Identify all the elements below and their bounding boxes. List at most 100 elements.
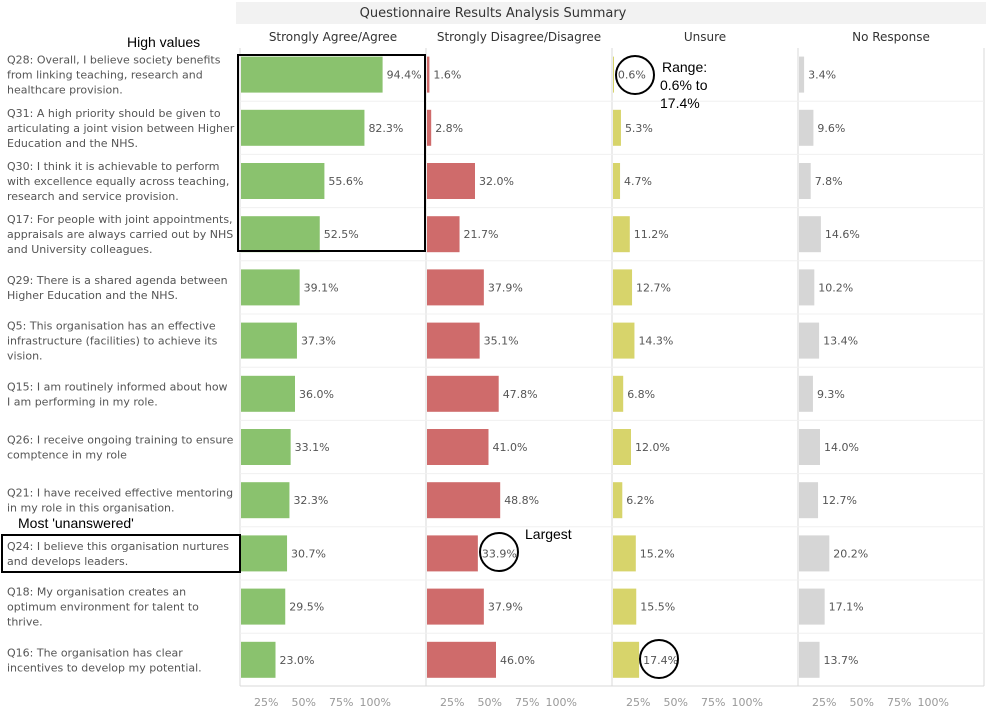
tick-label: 100% — [546, 696, 577, 709]
value-label: 14.6% — [825, 228, 860, 241]
column-header: Strongly Agree/Agree — [269, 30, 397, 44]
bar — [241, 56, 383, 93]
bar — [613, 322, 635, 359]
bar — [241, 588, 286, 625]
value-label: 55.6% — [328, 175, 363, 188]
bar — [241, 535, 288, 572]
tick-label: 50% — [850, 696, 874, 709]
tick-label: 50% — [478, 696, 502, 709]
bar — [427, 109, 432, 146]
bar — [799, 535, 830, 572]
value-label: 4.7% — [624, 175, 652, 188]
category-label: Q29: There is a shared agenda between Hig… — [7, 274, 228, 302]
tick-label: 100% — [918, 696, 949, 709]
bar — [427, 375, 499, 412]
bar — [613, 429, 631, 465]
category-label: Q30: I think it is achievable to perform… — [7, 160, 229, 203]
bar — [799, 429, 820, 465]
category-label: Q5: This organisation has an effective in… — [7, 320, 218, 363]
tick-label: 25% — [254, 696, 278, 709]
bar — [241, 482, 290, 519]
bar — [613, 163, 621, 199]
bar — [613, 641, 640, 678]
chart-rows: Q28: Overall, I believe society benefits… — [7, 54, 868, 678]
category-label: Q16: The organisation has clear incentive… — [7, 646, 202, 674]
value-label: 94.4% — [387, 69, 422, 82]
value-label: 37.9% — [488, 281, 523, 294]
value-label: 17.4% — [643, 654, 678, 667]
value-label: 12.0% — [635, 441, 670, 454]
bar — [241, 109, 365, 146]
value-label: 52.5% — [324, 228, 359, 241]
category-label: Q21: I have received effective mentoring… — [7, 487, 233, 515]
value-label: 20.2% — [833, 547, 868, 560]
bar — [799, 216, 821, 253]
value-label: 2.8% — [435, 122, 463, 135]
bar — [241, 641, 276, 678]
value-label: 12.7% — [636, 281, 671, 294]
bar — [799, 163, 811, 199]
tick-label: 50% — [292, 696, 316, 709]
value-label: 6.2% — [626, 494, 654, 507]
value-label: 23.0% — [280, 654, 315, 667]
bar — [613, 535, 636, 572]
bar — [427, 322, 480, 359]
chart-axes: 25% 50% 75% 100% 25% 50% 75% 100% 25% 50% 75% 100% 2… — [239, 48, 985, 709]
value-label: 46.0% — [500, 654, 535, 667]
bar — [799, 322, 820, 359]
bar — [241, 163, 325, 199]
value-label: 29.5% — [289, 601, 324, 614]
value-label: 14.3% — [638, 335, 673, 348]
bar — [613, 375, 624, 412]
bar — [427, 588, 484, 625]
bar — [241, 269, 300, 306]
bar — [427, 269, 484, 306]
bar — [799, 588, 825, 625]
bar — [241, 429, 291, 465]
value-label: 14.0% — [824, 441, 859, 454]
bar — [427, 216, 460, 253]
bar — [427, 535, 478, 572]
annotation-box-most-unanswered — [1, 534, 241, 573]
bar — [799, 269, 815, 306]
bar — [427, 163, 475, 199]
bar — [613, 482, 623, 519]
value-label: 9.3% — [817, 388, 845, 401]
value-label: 9.6% — [817, 122, 845, 135]
value-label: 41.0% — [493, 441, 528, 454]
title-bar — [236, 2, 986, 24]
tick-label: 75% — [329, 696, 353, 709]
value-label: 0.6% — [618, 69, 646, 82]
chart-title: Questionnaire Results Analysis Summary — [360, 6, 627, 21]
bar — [799, 375, 813, 412]
value-label: 7.8% — [815, 175, 843, 188]
value-label: 1.6% — [433, 69, 461, 82]
value-label: 13.4% — [823, 335, 858, 348]
tick-label: 25% — [626, 696, 650, 709]
value-label: 82.3% — [368, 122, 403, 135]
value-label: 37.9% — [488, 601, 523, 614]
tick-label: 100% — [360, 696, 391, 709]
tick-label: 75% — [887, 696, 911, 709]
bar — [799, 641, 820, 678]
category-label: Q15: I am routinely informed about how I … — [7, 380, 228, 408]
annotation-circle-largest — [479, 532, 519, 572]
category-label: Q18: My organisation creates an optimum e… — [7, 586, 199, 629]
annotation-range: Range: 0.6% to 17.4% — [660, 59, 708, 111]
tick-label: 75% — [701, 696, 725, 709]
annotation-largest: Largest — [525, 526, 572, 542]
value-label: 48.8% — [504, 494, 539, 507]
value-label: 15.2% — [640, 547, 675, 560]
value-label: 15.5% — [640, 601, 675, 614]
bar — [427, 641, 496, 678]
bar — [613, 56, 614, 93]
bar — [427, 482, 501, 519]
column-header: Strongly Disagree/Disagree — [437, 30, 601, 44]
tick-label: 75% — [515, 696, 539, 709]
tick-label: 25% — [440, 696, 464, 709]
category-label: Q24: I believe this organisation nurture… — [7, 540, 229, 568]
column-header: No Response — [852, 30, 930, 44]
category-label: Q17: For people with joint appointments,… — [7, 213, 233, 256]
value-label: 33.9% — [482, 547, 517, 560]
value-label: 36.0% — [299, 388, 334, 401]
